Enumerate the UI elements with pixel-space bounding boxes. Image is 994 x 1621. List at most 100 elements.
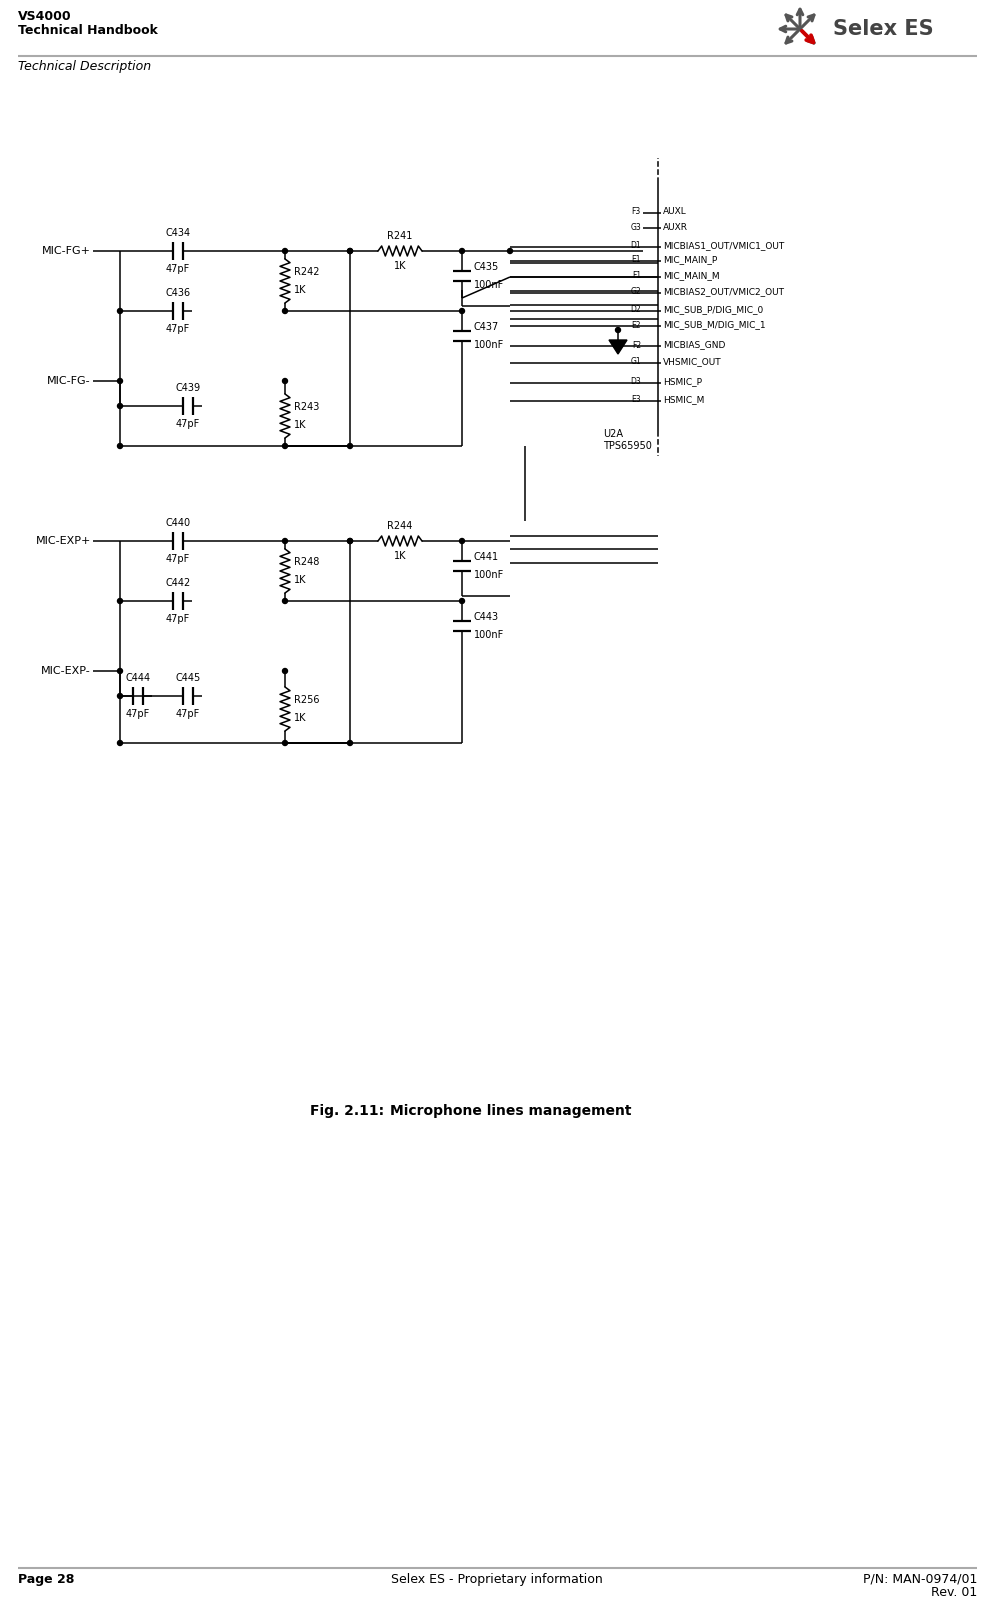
Text: C444: C444 (125, 673, 150, 682)
Circle shape (117, 741, 122, 746)
Circle shape (282, 598, 287, 603)
Text: MIC_MAIN_M: MIC_MAIN_M (662, 271, 719, 280)
Circle shape (282, 668, 287, 673)
Text: C435: C435 (473, 263, 499, 272)
Circle shape (347, 538, 352, 543)
Circle shape (282, 248, 287, 253)
Text: MICBIAS_GND: MICBIAS_GND (662, 340, 725, 350)
Polygon shape (608, 340, 626, 353)
Text: R242: R242 (293, 267, 319, 277)
Text: TPS65950: TPS65950 (602, 441, 651, 451)
Text: G2: G2 (630, 287, 640, 297)
Text: R243: R243 (293, 402, 319, 412)
Text: Rev. 01: Rev. 01 (929, 1585, 976, 1598)
Circle shape (282, 308, 287, 313)
Text: F3: F3 (631, 207, 640, 217)
Circle shape (282, 444, 287, 449)
Text: 47pF: 47pF (166, 264, 190, 274)
Text: AUXR: AUXR (662, 222, 687, 232)
Text: MIC-FG-: MIC-FG- (48, 376, 90, 386)
Text: C441: C441 (473, 553, 499, 562)
Text: MIC-FG+: MIC-FG+ (42, 246, 90, 256)
Circle shape (117, 598, 122, 603)
Text: 100nF: 100nF (473, 631, 504, 640)
Text: D3: D3 (629, 378, 640, 386)
Text: D1: D1 (630, 242, 640, 251)
Text: Microphone lines management: Microphone lines management (390, 1104, 631, 1118)
Text: C445: C445 (175, 673, 201, 682)
Text: 100nF: 100nF (473, 280, 504, 290)
Text: R241: R241 (387, 232, 413, 242)
Text: F1: F1 (631, 271, 640, 280)
Circle shape (117, 308, 122, 313)
Text: C440: C440 (165, 519, 191, 528)
Text: R244: R244 (387, 520, 413, 532)
Text: Selex ES - Proprietary information: Selex ES - Proprietary information (391, 1572, 602, 1585)
Circle shape (347, 538, 352, 543)
Text: MIC_SUB_P/DIG_MIC_0: MIC_SUB_P/DIG_MIC_0 (662, 305, 762, 314)
Circle shape (459, 308, 464, 313)
Circle shape (347, 248, 352, 253)
Circle shape (117, 694, 122, 699)
Circle shape (347, 444, 352, 449)
Circle shape (117, 668, 122, 673)
Text: 47pF: 47pF (166, 324, 190, 334)
Text: E3: E3 (631, 396, 640, 405)
Text: MIC-EXP+: MIC-EXP+ (36, 537, 90, 546)
Text: Fig. 2.11:: Fig. 2.11: (310, 1104, 384, 1118)
Text: 1K: 1K (394, 261, 406, 271)
Text: U2A: U2A (602, 430, 622, 439)
Circle shape (282, 378, 287, 384)
Text: 1K: 1K (293, 575, 306, 585)
Text: Technical Description: Technical Description (18, 60, 151, 73)
Text: MICBIAS2_OUT/VMIC2_OUT: MICBIAS2_OUT/VMIC2_OUT (662, 287, 783, 297)
Circle shape (507, 248, 512, 253)
Text: VHSMIC_OUT: VHSMIC_OUT (662, 358, 721, 366)
Text: F2: F2 (631, 340, 640, 350)
Text: 47pF: 47pF (176, 708, 200, 720)
Circle shape (282, 741, 287, 746)
Text: P/N: MAN-0974/01: P/N: MAN-0974/01 (862, 1572, 976, 1585)
Text: R248: R248 (293, 558, 319, 567)
Text: C437: C437 (473, 323, 499, 332)
Text: E1: E1 (631, 256, 640, 264)
Text: 1K: 1K (394, 551, 406, 561)
Text: D2: D2 (630, 305, 640, 314)
Text: Technical Handbook: Technical Handbook (18, 24, 158, 37)
Text: R256: R256 (293, 695, 319, 705)
Circle shape (282, 538, 287, 543)
Text: MICBIAS1_OUT/VMIC1_OUT: MICBIAS1_OUT/VMIC1_OUT (662, 242, 783, 251)
Text: C436: C436 (165, 289, 191, 298)
Circle shape (459, 538, 464, 543)
Text: 47pF: 47pF (126, 708, 150, 720)
Text: MIC_SUB_M/DIG_MIC_1: MIC_SUB_M/DIG_MIC_1 (662, 321, 764, 329)
Text: 47pF: 47pF (176, 418, 200, 430)
Text: MIC_MAIN_P: MIC_MAIN_P (662, 256, 717, 264)
Text: 100nF: 100nF (473, 340, 504, 350)
Text: MIC-EXP-: MIC-EXP- (41, 666, 90, 676)
Circle shape (117, 444, 122, 449)
Text: 47pF: 47pF (166, 614, 190, 624)
Text: 47pF: 47pF (166, 554, 190, 564)
Text: C442: C442 (165, 579, 191, 588)
Text: Page 28: Page 28 (18, 1572, 75, 1585)
Text: 1K: 1K (293, 420, 306, 430)
Circle shape (117, 404, 122, 408)
Text: C434: C434 (165, 229, 191, 238)
Text: C439: C439 (175, 383, 201, 392)
Text: VS4000: VS4000 (18, 10, 72, 23)
Text: 1K: 1K (293, 713, 306, 723)
Text: 100nF: 100nF (473, 571, 504, 580)
Circle shape (615, 327, 620, 332)
Circle shape (459, 598, 464, 603)
Text: HSMIC_M: HSMIC_M (662, 396, 704, 405)
Circle shape (459, 248, 464, 253)
Text: E2: E2 (631, 321, 640, 329)
Text: G1: G1 (630, 358, 640, 366)
Text: Selex ES: Selex ES (832, 19, 932, 39)
Text: AUXL: AUXL (662, 207, 686, 217)
Text: C443: C443 (473, 613, 499, 622)
Text: G3: G3 (629, 222, 640, 232)
Circle shape (347, 248, 352, 253)
Text: 1K: 1K (293, 285, 306, 295)
